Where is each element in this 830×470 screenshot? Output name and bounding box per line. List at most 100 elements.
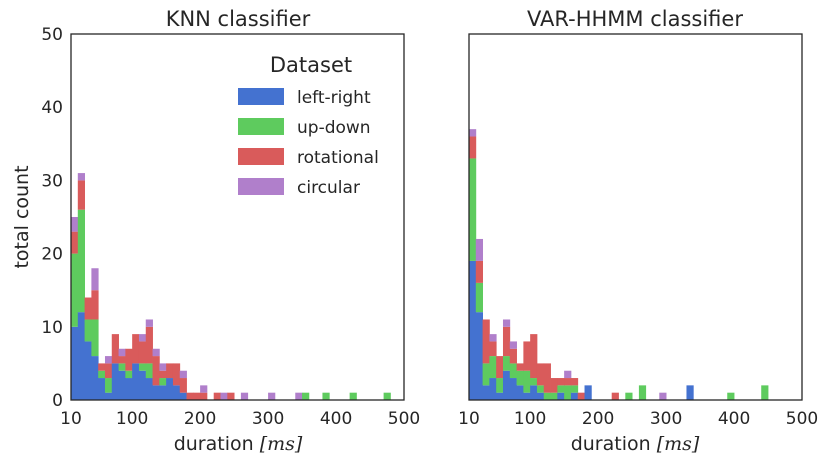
bar-up-down-bin-140: [159, 378, 167, 386]
bar-left-right-bin-170: [179, 392, 187, 400]
bar-left-right-bin-70: [509, 378, 517, 400]
bar-left-right-bin-120: [145, 378, 153, 400]
bar-rotational-bin-190: [193, 392, 201, 400]
x-tick-label-100: 100: [116, 409, 148, 429]
bar-up-down-bin-60: [502, 356, 511, 371]
bar-left-right-bin-20: [475, 312, 483, 400]
bar-circular-bin-120: [145, 319, 153, 327]
bar-up-down-bin-50: [496, 378, 504, 393]
y-tick-label-30: 30: [41, 171, 63, 191]
bar-rotational-bin-130: [152, 356, 160, 386]
var-hhmm-title: VAR-HHMM classifier: [527, 7, 743, 31]
bar-up-down-bin-420: [349, 392, 357, 400]
legend-label-left-right: left-right: [297, 88, 371, 108]
legend-label-circular: circular: [297, 178, 360, 198]
bar-left-right-bin-130: [152, 385, 160, 400]
var-hhmm-x-axis-label: duration [ms]: [571, 433, 700, 455]
bar-up-down-bin-60: [104, 378, 113, 393]
bar-rotational-bin-80: [516, 363, 524, 371]
bar-rotational-bin-100: [530, 334, 538, 379]
bar-up-down-bin-10: [71, 253, 79, 327]
bar-rotational-bin-50: [98, 363, 106, 371]
x-tick-label-100: 100: [514, 409, 546, 429]
x-tick-label-300: 300: [252, 409, 284, 429]
bar-up-down-bin-90: [125, 370, 133, 379]
bar-left-right-bin-50: [496, 392, 504, 400]
bar-left-right-bin-30: [84, 341, 92, 400]
bar-rotational-bin-180: [186, 392, 194, 400]
bar-circular-bin-20: [77, 173, 85, 181]
bar-up-down-bin-30: [84, 319, 92, 342]
y-tick-label-20: 20: [41, 245, 63, 265]
legend-swatch-circular: [238, 178, 284, 195]
legend-swatch-left-right: [238, 88, 284, 105]
y-tick-label-0: 0: [52, 391, 63, 411]
bar-up-down-bin-20: [77, 209, 85, 313]
bar-left-right-bin-180: [584, 385, 592, 400]
x-tick-label-200: 200: [184, 409, 216, 429]
bar-up-down-bin-260: [638, 385, 647, 400]
legend-swatch-up-down: [238, 118, 284, 135]
bar-left-right-bin-10: [71, 326, 79, 400]
bar-left-right-bin-140: [159, 385, 167, 400]
bar-up-down-bin-90: [523, 370, 531, 393]
bar-left-right-bin-330: [686, 385, 694, 400]
bar-circular-bin-150: [564, 370, 572, 379]
bar-left-right-bin-90: [523, 392, 531, 400]
bar-rotational-bin-150: [564, 378, 572, 386]
bar-rotational-bin-20: [475, 260, 483, 283]
bar-rotational-bin-220: [213, 392, 221, 400]
bar-rotational-bin-60: [502, 326, 511, 357]
bar-circular-bin-130: [152, 348, 160, 357]
var-hhmm-panel: VAR-HHMM classifier 10 100 200 300 400 500 du…: [458, 7, 818, 455]
bar-rotational-bin-50: [496, 356, 504, 379]
bar-rotational-bin-150: [166, 363, 174, 379]
bar-rotational-bin-10: [469, 136, 477, 159]
x-tick-label-10: 10: [458, 409, 480, 429]
bar-left-right-bin-30: [482, 385, 490, 400]
knn-y-ticks: 0 10 20 30 40 50: [41, 25, 63, 411]
bar-circular-bin-140: [159, 363, 167, 371]
bar-rotational-bin-80: [118, 356, 126, 364]
bar-circular-bin-200: [200, 385, 208, 393]
bar-circular-bin-260: [240, 392, 249, 400]
x-tick-label-500: 500: [388, 409, 420, 429]
bar-circular-bin-110: [138, 334, 147, 342]
bar-circular-bin-230: [220, 392, 228, 400]
bar-up-down-bin-30: [482, 363, 490, 386]
bar-up-down-bin-110: [138, 363, 147, 371]
bar-up-down-bin-50: [98, 370, 106, 379]
bar-left-right-bin-140: [557, 392, 565, 400]
bar-left-right-bin-110: [138, 370, 147, 400]
bar-up-down-bin-40: [91, 319, 99, 357]
bar-rotational-bin-20: [77, 180, 85, 210]
bar-up-down-bin-20: [475, 282, 483, 313]
bar-left-right-bin-100: [132, 363, 140, 400]
bar-left-right-bin-90: [125, 378, 133, 400]
bar-rotational-bin-110: [138, 341, 147, 364]
bar-rotational-bin-60: [104, 363, 113, 379]
bar-circular-bin-20: [475, 238, 483, 261]
bar-left-right-bin-10: [469, 260, 477, 400]
legend-title: Dataset: [270, 53, 352, 77]
legend-label-up-down: up-down: [297, 118, 371, 138]
bar-rotational-bin-70: [111, 334, 119, 364]
bar-circular-bin-40: [91, 268, 99, 291]
bar-rotational-bin-10: [71, 231, 79, 254]
bar-rotational-bin-40: [91, 290, 99, 320]
bar-rotational-bin-40: [489, 341, 497, 357]
bar-rotational-bin-70: [509, 348, 517, 364]
bar-left-right-bin-60: [104, 392, 113, 400]
var-hhmm-bars: [469, 129, 769, 400]
var-hhmm-x-ticks: 10 100 200 300 400 500: [458, 409, 818, 429]
legend-swatch-rotational: [238, 148, 284, 165]
x-tick-label-400: 400: [718, 409, 750, 429]
bar-rotational-bin-90: [125, 348, 133, 371]
bar-up-down-bin-40: [489, 356, 497, 379]
bar-up-down-bin-140: [557, 385, 565, 393]
bar-up-down-bin-240: [625, 392, 633, 400]
bar-rotational-bin-110: [536, 363, 545, 386]
y-tick-label-10: 10: [41, 318, 63, 338]
knn-x-axis-label: duration [ms]: [174, 433, 303, 455]
